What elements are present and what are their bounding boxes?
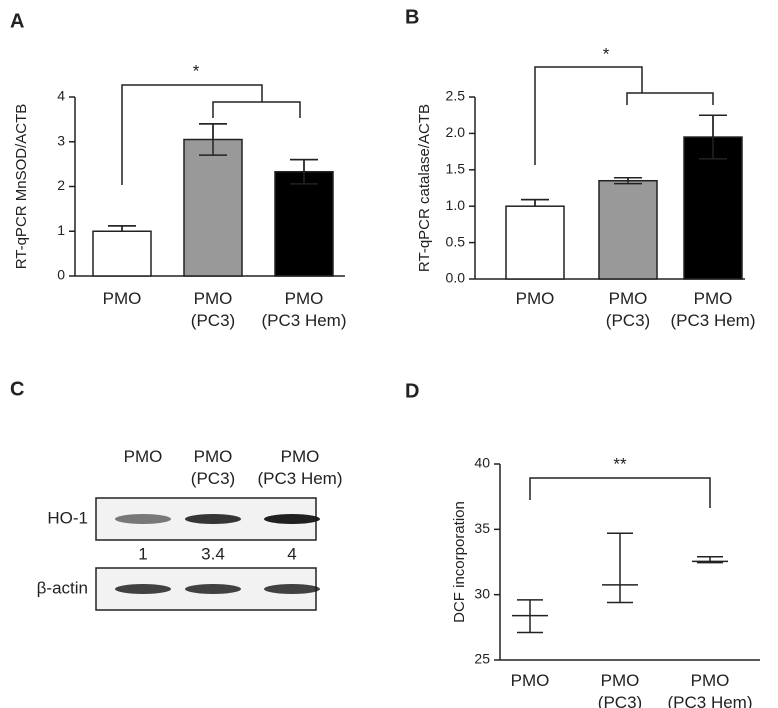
y-tick-label: 0.5 xyxy=(446,233,466,249)
densitometry-label: 1 xyxy=(138,544,147,563)
x-tick-label-line: (PC3) xyxy=(598,693,642,708)
y-tick-label: 0 xyxy=(57,267,65,283)
x-tick-label-line: (PC3 Hem) xyxy=(667,693,752,708)
x-tick-label-line: PMO xyxy=(601,671,640,690)
x-tick-label: PMO (PC3) xyxy=(191,289,235,330)
x-tick-label-line: (PC3) xyxy=(191,311,235,330)
blot-band xyxy=(264,584,320,594)
significance: ** xyxy=(613,454,627,473)
bracket xyxy=(529,477,711,508)
x-tick-label-line: PMO xyxy=(194,447,233,466)
x-tick-label: PMO (PC3 Hem) xyxy=(670,289,755,330)
x-tick-label-line: (PC3 Hem) xyxy=(670,311,755,330)
blot-band xyxy=(115,584,171,594)
y-axis-label: DCF incorporation xyxy=(451,501,468,623)
densitometry-label: 4 xyxy=(287,544,296,563)
panel-letter: A xyxy=(10,10,24,32)
densitometry-label: 3.4 xyxy=(201,544,225,563)
x-tick-label-line: PMO xyxy=(694,289,733,308)
x-tick-label: PMO xyxy=(103,289,142,308)
x-tick-label: PMO xyxy=(124,447,163,466)
blot-band xyxy=(115,514,171,524)
x-tick-label-line: PMO xyxy=(285,289,324,308)
y-tick-label: 40 xyxy=(474,455,490,471)
bracket xyxy=(121,84,263,185)
x-tick-label-line: (PC3 Hem) xyxy=(257,469,342,488)
y-tick-label: 0.0 xyxy=(446,270,466,286)
y-tick-label: 1.5 xyxy=(446,161,466,177)
bar xyxy=(92,230,152,277)
x-tick-label-line: PMO xyxy=(511,671,550,690)
x-tick-label: PMO (PC3) xyxy=(598,671,642,708)
x-tick-label-line: (PC3) xyxy=(606,311,650,330)
bar xyxy=(505,205,565,280)
y-tick-label: 4 xyxy=(57,88,65,104)
x-tick-label-line: PMO xyxy=(281,447,320,466)
x-tick-label-line: PMO xyxy=(194,289,233,308)
bar xyxy=(274,170,334,277)
bar xyxy=(183,138,243,277)
x-tick-label: PMO xyxy=(511,671,550,690)
y-tick-label: 1.0 xyxy=(446,197,466,213)
y-axis-label: RT-qPCR catalase/ACTB xyxy=(416,104,433,272)
y-tick-label: 2.5 xyxy=(446,88,466,104)
blot-band xyxy=(185,514,241,524)
x-tick-label: PMO (PC3 Hem) xyxy=(261,289,346,330)
y-tick-label: 2.0 xyxy=(446,124,466,140)
blot-band xyxy=(264,514,320,524)
row-label: HO-1 xyxy=(47,508,88,527)
bracket xyxy=(534,66,643,165)
y-tick-label: 1 xyxy=(57,222,65,238)
x-tick-label: PMO xyxy=(516,289,555,308)
x-tick-label: PMO (PC3 Hem) xyxy=(667,671,752,708)
y-tick-label: 30 xyxy=(474,585,490,601)
panel-letter: B xyxy=(405,6,419,28)
x-tick-label-line: PMO xyxy=(691,671,730,690)
y-tick-label: 2 xyxy=(57,177,65,193)
y-tick-label: 25 xyxy=(474,651,490,667)
x-tick-label-line: (PC3) xyxy=(191,469,235,488)
blot-band xyxy=(185,584,241,594)
x-tick-label-line: PMO xyxy=(609,289,648,308)
significance: * xyxy=(193,61,200,80)
y-tick-label: 35 xyxy=(474,520,490,536)
x-tick-label: PMO (PC3) xyxy=(191,447,235,488)
panel-letter: C xyxy=(10,378,24,400)
y-tick-label: 3 xyxy=(57,132,65,148)
x-tick-label: PMO (PC3) xyxy=(606,289,650,330)
bar xyxy=(598,179,658,280)
x-tick-label-line: PMO xyxy=(516,289,555,308)
bracket xyxy=(626,92,714,105)
x-tick-label-line: (PC3 Hem) xyxy=(261,311,346,330)
row-label: β-actin xyxy=(37,578,88,597)
panel-letter: D xyxy=(405,380,419,402)
bracket xyxy=(212,101,301,118)
significance: * xyxy=(603,44,610,63)
x-tick-label-line: PMO xyxy=(124,447,163,466)
x-tick-label-line: PMO xyxy=(103,289,142,308)
x-tick-label: PMO (PC3 Hem) xyxy=(257,447,342,488)
bar xyxy=(683,136,743,280)
y-axis-label: RT-qPCR MnSOD/ACTB xyxy=(13,104,30,270)
